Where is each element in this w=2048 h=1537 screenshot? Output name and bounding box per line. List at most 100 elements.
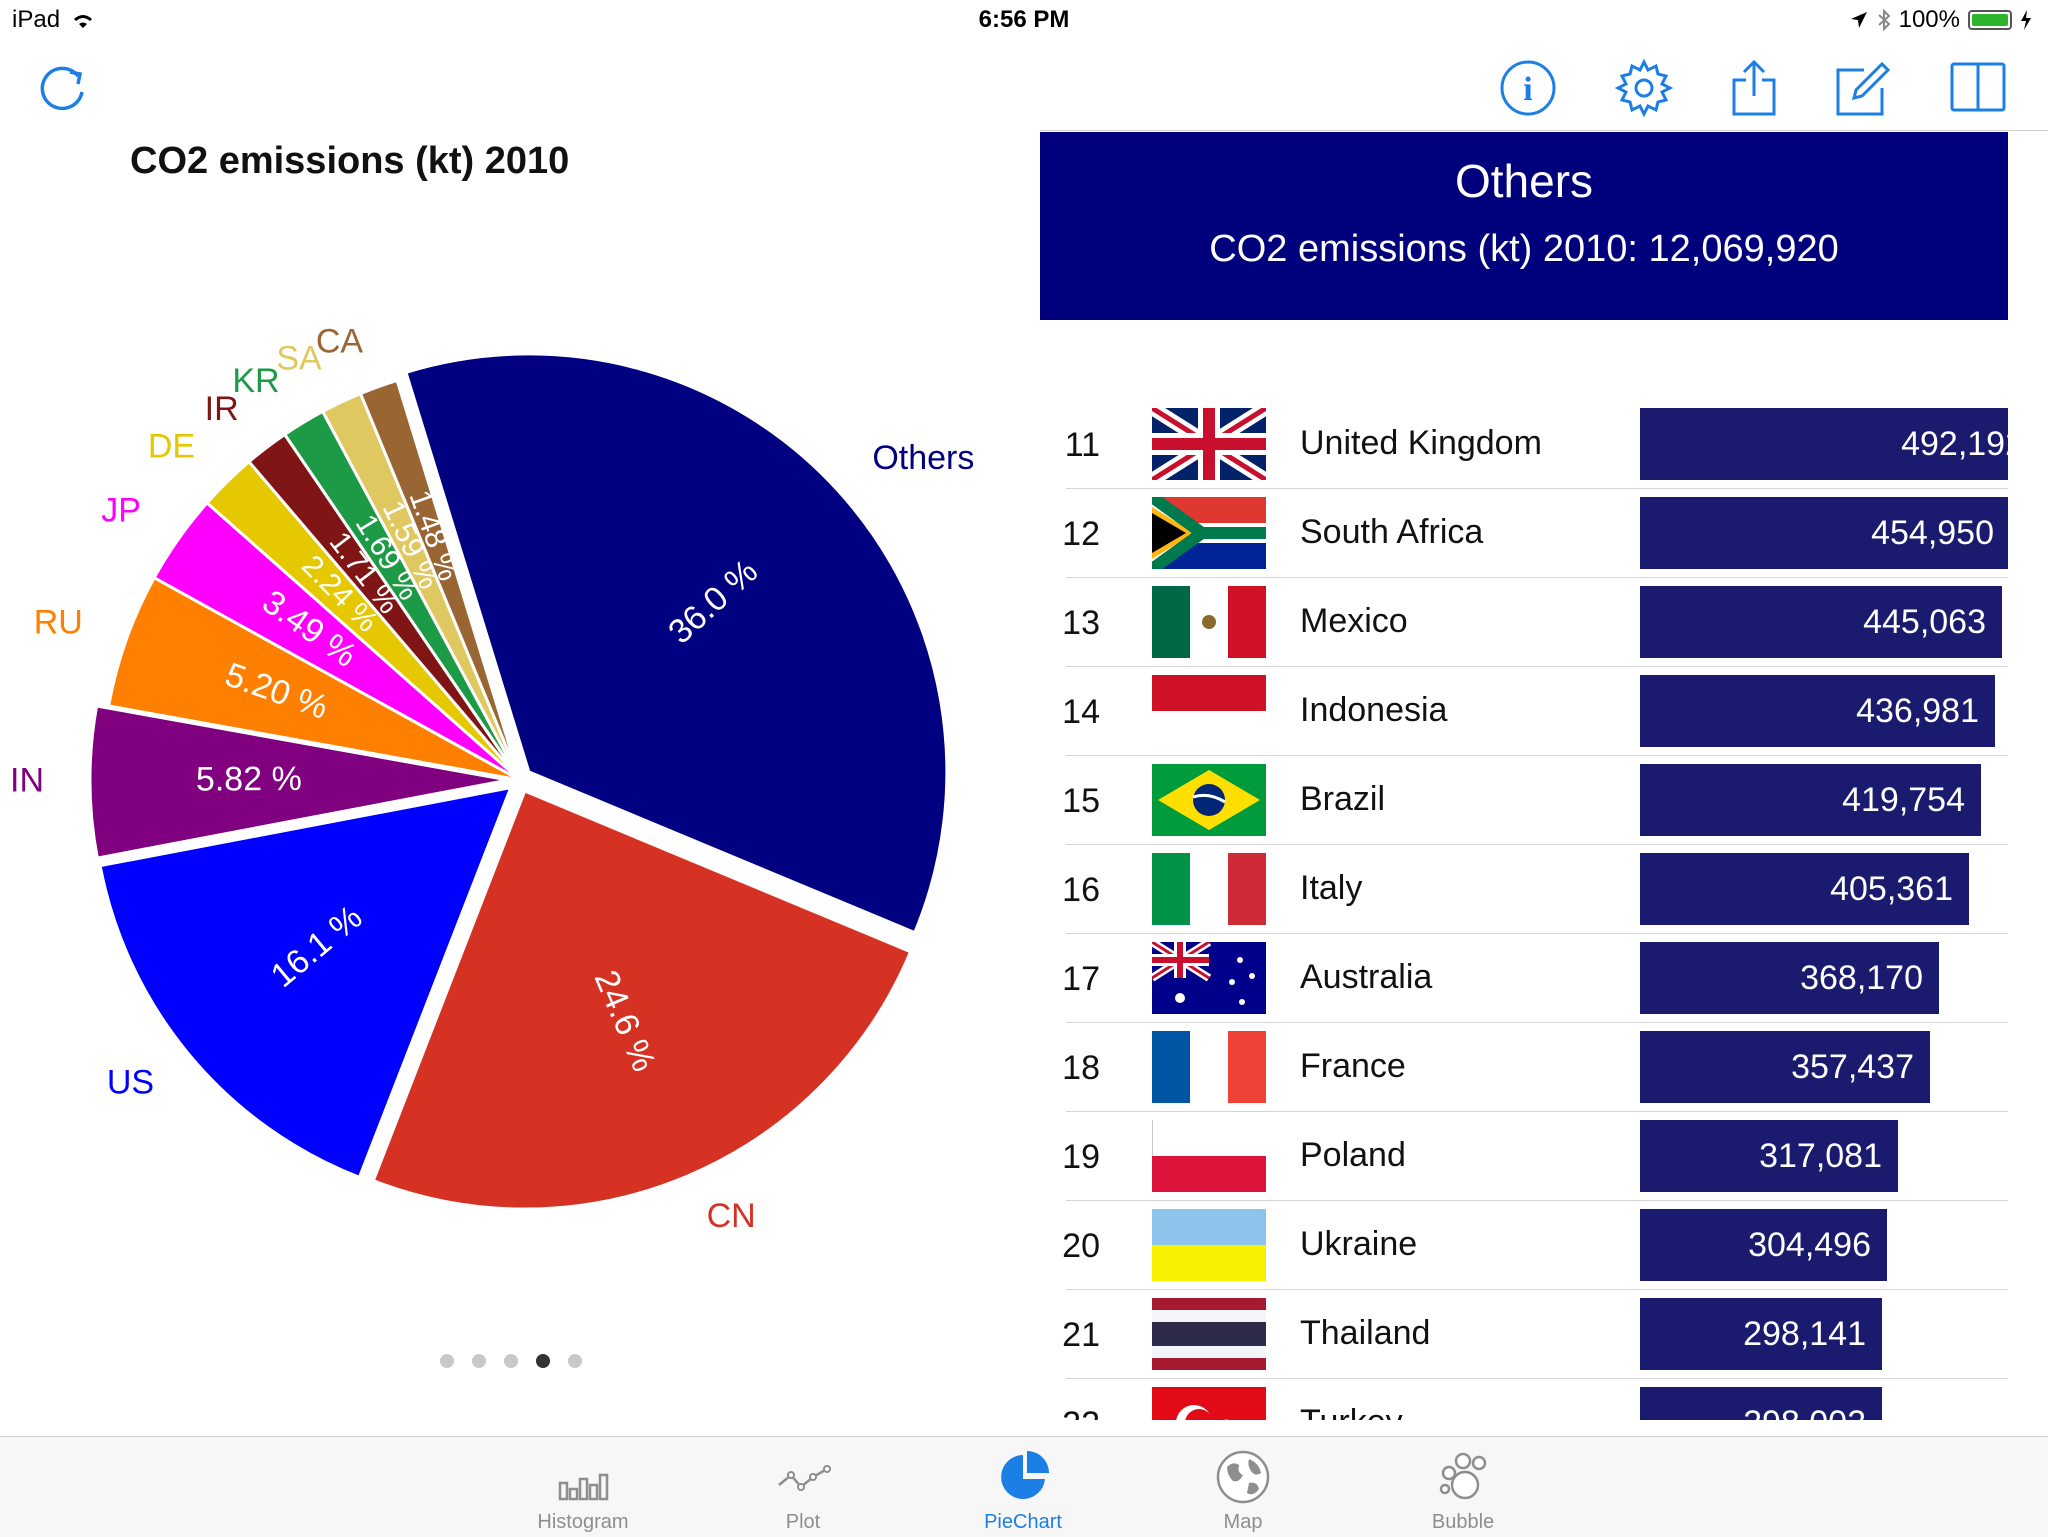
pie-slice-cn[interactable] [371, 789, 913, 1211]
slice-code-label: KR [232, 362, 279, 400]
row-country: Indonesia [1300, 691, 1448, 729]
tab-piechart[interactable]: PieChart [943, 1449, 1103, 1534]
slice-code-label: CA [316, 322, 364, 360]
flag-gb-icon [1152, 408, 1266, 480]
row-rank: 19 [1062, 1138, 1100, 1176]
tab-label: Bubble [1431, 1511, 1495, 1533]
pie-slice-ca[interactable] [358, 378, 522, 781]
tab-bar: Histogram Plot PieChart Map Bubble [0, 1436, 2048, 1537]
histogram-icon [558, 1473, 609, 1501]
page-dot[interactable] [504, 1354, 518, 1368]
list-row[interactable]: 14 Indonesia 436,981 [1062, 667, 2008, 756]
list-row[interactable]: 15 Brazil 419,754 [1062, 756, 2008, 845]
tab-label: Map [1223, 1511, 1263, 1533]
list-row[interactable]: 19 Poland 317,081 [1062, 1112, 2008, 1201]
row-rank: 22 [1040, 1405, 1100, 1420]
list-row[interactable]: 11 United Kingdom 492,192 [1065, 400, 2008, 489]
nav-divider [1040, 130, 2048, 131]
row-country: Mexico [1300, 602, 1408, 640]
row-value-bar: 492,192 [1640, 408, 2008, 480]
tab-histogram[interactable]: Histogram [503, 1449, 663, 1534]
page-indicator[interactable] [440, 1354, 582, 1368]
row-rank: 17 [1062, 960, 1100, 998]
row-rank: 11 [1064, 426, 1100, 464]
pie-slice-ru[interactable] [106, 575, 521, 782]
list-row[interactable]: 21 Thailand 298,141 [1062, 1290, 2008, 1379]
detail-name: Others [1454, 155, 1594, 207]
row-country: France [1300, 1047, 1406, 1085]
flag-fr-icon [1152, 1031, 1266, 1103]
list-row[interactable]: 22Turkey298,002 [1062, 1379, 2008, 1420]
flag-au-icon [1152, 942, 1266, 1014]
page-dot[interactable] [568, 1354, 582, 1368]
status-bar: iPad 6:56 PM 100% [0, 0, 2048, 40]
row-value-bar: 298,141 [1640, 1298, 1882, 1370]
row-value-bar: 436,981 [1640, 675, 1995, 747]
row-rank: 21 [1062, 1316, 1100, 1354]
pie-slice-us[interactable] [98, 785, 514, 1180]
row-value-bar: 304,496 [1640, 1209, 1887, 1281]
wifi-icon [74, 15, 93, 28]
info-icon[interactable]: i [1496, 56, 1560, 120]
pie-slice-in[interactable] [88, 704, 509, 860]
tab-label: Histogram [537, 1511, 629, 1533]
row-rank: 14 [1062, 693, 1100, 731]
battery-percent: 100% [1898, 6, 1960, 33]
tab-plot[interactable]: Plot [723, 1449, 883, 1534]
slice-code-label: Others [872, 439, 974, 477]
tab-map[interactable]: Map [1163, 1449, 1323, 1534]
page-dot[interactable] [440, 1354, 454, 1368]
page-dot[interactable] [536, 1354, 550, 1368]
bluetooth-icon [1877, 9, 1891, 31]
list-row[interactable]: 18 France 357,437 [1062, 1023, 2008, 1112]
slice-code-label: CN [707, 1197, 756, 1235]
row-rank: 18 [1062, 1049, 1100, 1087]
row-value-bar: 298,002 [1640, 1387, 1882, 1420]
row-rank: 20 [1062, 1227, 1100, 1265]
plot-icon [778, 1465, 831, 1491]
row-country: Australia [1300, 958, 1433, 996]
share-icon[interactable] [1722, 56, 1786, 120]
list-row[interactable]: 20 Ukraine 304,496 [1062, 1201, 2008, 1290]
flag-tr-icon [1152, 1387, 1266, 1420]
bubble-icon [1439, 1452, 1487, 1500]
row-rank: 12 [1062, 515, 1100, 553]
refresh-icon[interactable] [32, 56, 96, 120]
selected-slice-detail: Others CO2 emissions (kt) 2010: 12,069,9… [1040, 132, 2008, 320]
map-icon [1216, 1450, 1270, 1504]
row-value-bar: 419,754 [1640, 764, 1981, 836]
slice-code-label: JP [101, 491, 141, 529]
device-name: iPad [12, 6, 61, 33]
row-country: United Kingdom [1300, 424, 1542, 462]
row-value-bar: 454,950 [1640, 497, 2008, 569]
chart-title: CO2 emissions (kt) 2010 [130, 140, 570, 182]
flag-pl-icon [1152, 1120, 1266, 1192]
flag-mx-icon [1152, 586, 1266, 658]
flag-za-icon [1152, 497, 1266, 569]
row-value-bar: 368,170 [1640, 942, 1939, 1014]
list-row[interactable]: 16 Italy 405,361 [1062, 845, 2008, 934]
detail-value: CO2 emissions (kt) 2010: 12,069,920 [1209, 228, 1839, 270]
tab-label: PieChart [984, 1511, 1062, 1533]
split-view-icon[interactable] [1946, 56, 2010, 120]
settings-gear-icon[interactable] [1612, 56, 1676, 120]
pie-slice-others[interactable] [404, 352, 949, 935]
row-rank: 13 [1062, 604, 1100, 642]
country-ranking-list[interactable]: 11 United Kingdom 492,192 12 South Africa 454… [1040, 400, 2008, 1420]
list-row[interactable]: 17 Australia 368,170 [1062, 934, 2008, 1023]
list-row[interactable]: 13 Mexico 445,063 [1062, 578, 2008, 667]
tab-bubble[interactable]: Bubble [1383, 1449, 1543, 1534]
slice-code-label: RU [34, 604, 83, 642]
row-rank: 15 [1062, 782, 1100, 820]
location-icon [1850, 12, 1867, 28]
row-value-bar: 405,361 [1640, 853, 1969, 925]
row-value-bar: 445,063 [1640, 586, 2002, 658]
page-dot[interactable] [472, 1354, 486, 1368]
flag-th-icon [1152, 1298, 1266, 1370]
list-row[interactable]: 12 South Africa 454,950 [1062, 489, 2008, 578]
edit-icon[interactable] [1828, 56, 1892, 120]
battery-icon [1968, 10, 2012, 30]
row-value-bar: 357,437 [1640, 1031, 1930, 1103]
slice-code-label: IN [10, 761, 44, 799]
